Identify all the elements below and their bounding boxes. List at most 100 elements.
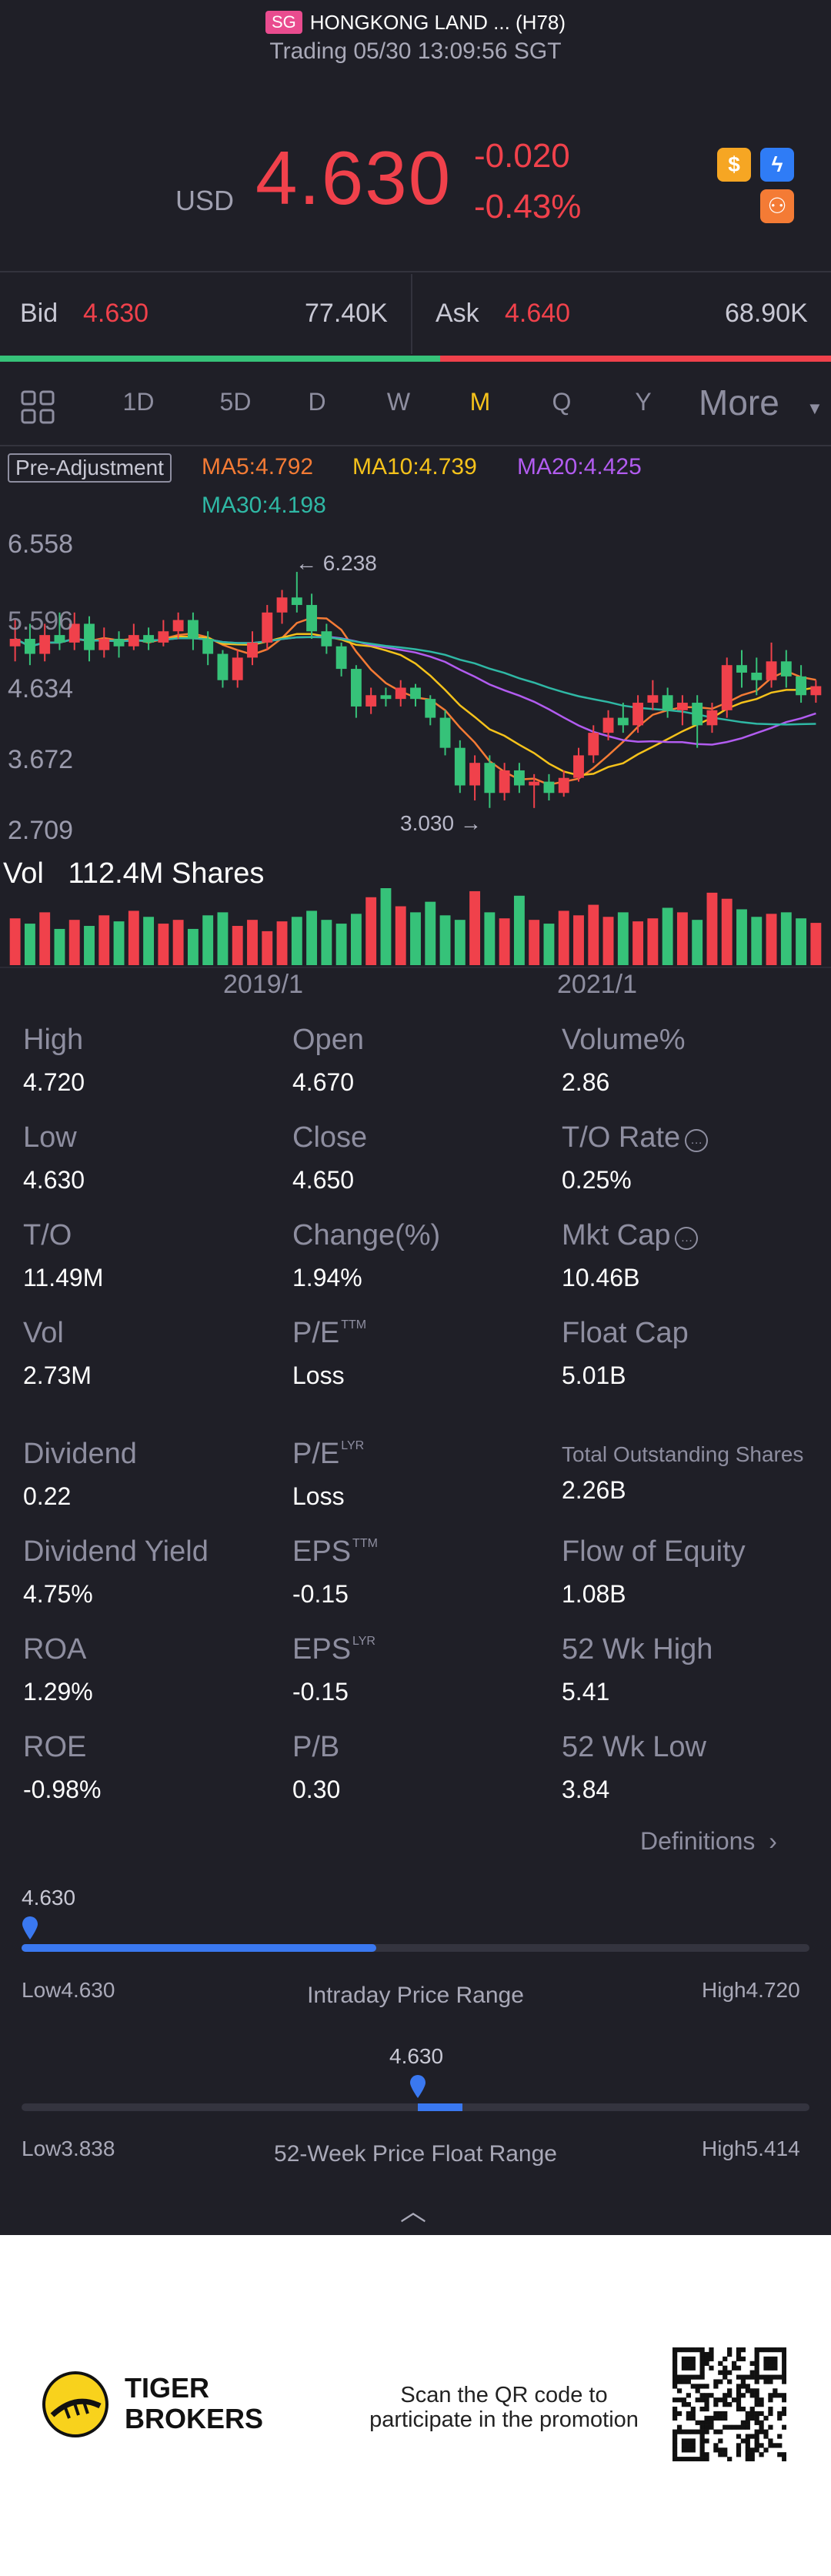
tab-1d[interactable]: 1D	[122, 388, 155, 416]
qr-module	[745, 2384, 750, 2389]
bid-price: 4.630	[83, 299, 149, 328]
pre-adjustment-toggle[interactable]: Pre-Adjustment	[8, 453, 172, 483]
qr-module	[718, 2415, 723, 2421]
candle	[692, 703, 703, 726]
qr-module	[681, 2347, 687, 2353]
volume-bar	[187, 928, 199, 965]
tab-more[interactable]: More	[699, 383, 779, 423]
qr-module	[681, 2457, 687, 2461]
qr-module	[690, 2384, 696, 2389]
chevron-up-icon[interactable]: ︿	[400, 2197, 426, 2227]
qr-module	[695, 2374, 700, 2380]
tab-w[interactable]: W	[386, 388, 411, 416]
candlestick-chart[interactable]	[0, 523, 831, 847]
qr-module	[695, 2420, 700, 2425]
stock-name: HONGKONG LAND ... (H78)	[309, 11, 566, 34]
volume-bar	[380, 888, 392, 965]
qr-module	[754, 2351, 759, 2357]
stat-vol-label: Vol	[23, 1317, 64, 1349]
qr-module	[782, 2397, 786, 2403]
volume-chart[interactable]	[0, 885, 831, 965]
volume-bar	[84, 926, 95, 965]
info-icon[interactable]: …	[675, 1227, 699, 1250]
candle	[484, 763, 496, 794]
qr-module	[718, 2452, 723, 2457]
tab-y[interactable]: Y	[635, 388, 652, 416]
caret-down-icon[interactable]: ▼	[806, 399, 823, 418]
definitions-link[interactable]: Definitions ›	[640, 1827, 777, 1856]
stat-dividend-label: Dividend	[23, 1438, 137, 1470]
qr-module	[745, 2447, 750, 2453]
qr-module	[740, 2384, 746, 2389]
week52-range-fill	[418, 2103, 463, 2111]
stat-52wk-low-value: 3.84	[562, 1776, 610, 1803]
qr-module	[777, 2434, 783, 2439]
qr-module	[782, 2379, 786, 2384]
qr-module	[749, 2434, 755, 2439]
candle	[143, 635, 155, 643]
volume-bar	[706, 892, 718, 965]
qr-module	[672, 2415, 678, 2421]
candle	[796, 676, 807, 696]
candle	[558, 777, 569, 794]
qr-module	[759, 2452, 764, 2457]
qr-module	[686, 2457, 691, 2461]
ma5-value: MA5:4.792	[202, 454, 314, 479]
stat-to-rate-label[interactable]: T/O Rate…	[562, 1121, 709, 1154]
qr-module	[704, 2429, 709, 2434]
candle	[425, 699, 436, 718]
stat-mkt-cap-label[interactable]: Mkt Cap…	[562, 1219, 699, 1252]
qr-module	[754, 2365, 759, 2371]
volume-bar	[617, 912, 629, 965]
qr-module	[749, 2415, 755, 2421]
volume-bar	[454, 920, 466, 965]
y-tick-label: 5.596	[8, 606, 74, 636]
tab-d[interactable]: D	[308, 388, 326, 416]
high-annotation: 6.238	[322, 551, 377, 575]
qr-module	[754, 2356, 759, 2362]
qr-module	[740, 2406, 746, 2412]
tab-m[interactable]: M	[469, 388, 491, 416]
qr-module	[763, 2365, 769, 2371]
qr-module	[736, 2374, 742, 2380]
qr-module	[782, 2356, 786, 2362]
volume-bar	[602, 917, 614, 965]
candle	[617, 717, 629, 726]
qr-module	[763, 2429, 769, 2434]
qr-module	[699, 2374, 705, 2380]
lightning-icon[interactable]: ϟ	[760, 148, 794, 182]
stat-to-label: T/O	[23, 1219, 72, 1251]
stat-eps-lyr-label-text: EPS	[292, 1633, 352, 1666]
qr-module	[686, 2438, 691, 2444]
info-icon[interactable]: …	[685, 1129, 709, 1152]
qr-module	[690, 2415, 696, 2421]
intraday-high-label: High	[702, 1978, 746, 2002]
qr-code[interactable]	[672, 2347, 786, 2461]
share-icon[interactable]: ⚇	[760, 189, 794, 223]
tab-q[interactable]: Q	[552, 388, 572, 416]
dollar-icon[interactable]: $	[717, 148, 751, 182]
qr-module	[768, 2374, 773, 2380]
qr-module	[723, 2447, 728, 2453]
qr-module	[709, 2424, 714, 2430]
grid-icon[interactable]	[20, 389, 55, 425]
qr-module	[777, 2374, 783, 2380]
tab-5d[interactable]: 5D	[219, 388, 252, 416]
qr-module	[699, 2393, 705, 2398]
candle	[662, 695, 673, 710]
qr-module	[718, 2360, 723, 2366]
qr-module	[672, 2374, 678, 2380]
qr-module	[690, 2356, 696, 2362]
volume-bar	[143, 917, 155, 965]
qr-module	[686, 2379, 691, 2384]
volume-bar	[513, 895, 525, 965]
qr-module	[709, 2393, 714, 2398]
qr-module	[759, 2374, 764, 2380]
qr-module	[718, 2447, 723, 2453]
qr-module	[740, 2393, 746, 2398]
qr-module	[736, 2406, 742, 2412]
volume-bar	[335, 924, 347, 965]
qr-module	[718, 2411, 723, 2417]
qr-module	[723, 2452, 728, 2457]
stat-pe-lyr-value: Loss	[292, 1482, 345, 1510]
